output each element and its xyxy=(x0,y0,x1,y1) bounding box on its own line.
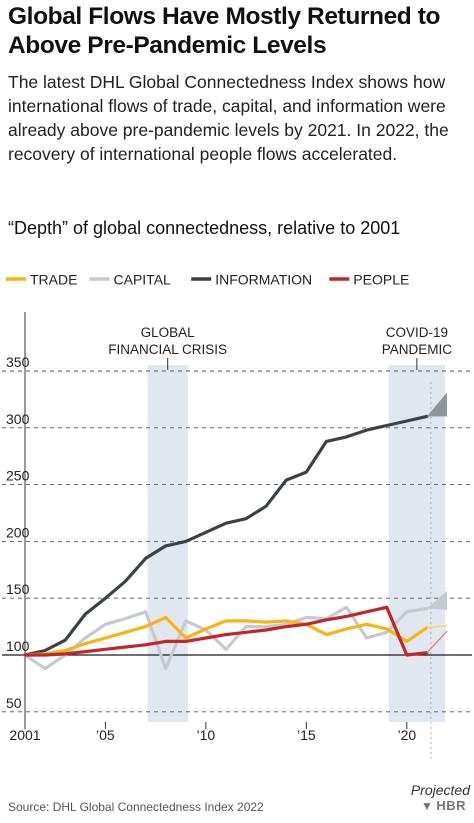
legend-label-capital: CAPITAL xyxy=(114,272,172,288)
projection-line-trade xyxy=(426,624,448,629)
hbr-shield-icon: ▼ xyxy=(420,799,434,813)
x-tick-label: ’20 xyxy=(397,727,416,743)
y-tick-label: 150 xyxy=(6,581,30,597)
hbr-logo: ▼ HBR xyxy=(421,798,466,813)
legend-label-information: INFORMATION xyxy=(215,272,312,288)
chart-heading: “Depth” of global connectedness, relativ… xyxy=(8,218,401,238)
period-label: GLOBAL xyxy=(141,325,196,340)
x-tick-label: ’10 xyxy=(197,727,216,743)
hbr-logo-text: HBR xyxy=(436,798,466,813)
y-tick-label: 350 xyxy=(6,354,30,370)
period-label: FINANCIAL CRISIS xyxy=(108,342,227,357)
series-line-capital xyxy=(23,605,429,671)
period-label: PANDEMIC xyxy=(382,342,453,357)
projection-wedge-information xyxy=(426,392,447,417)
y-tick-label: 300 xyxy=(6,411,30,427)
y-tick-label: 200 xyxy=(6,524,30,540)
projection-wedge-capital xyxy=(426,590,447,610)
series-line-trade xyxy=(23,615,429,657)
source-note: Source: DHL Global Connectedness Index 2… xyxy=(8,800,264,814)
projection-line-people xyxy=(426,630,448,654)
y-tick-label: 250 xyxy=(6,468,30,484)
x-tick-label: 2001 xyxy=(9,727,40,743)
x-tick-label: ’15 xyxy=(297,727,316,743)
y-tick-label: 50 xyxy=(6,695,22,711)
projected-label: Projected xyxy=(411,782,471,798)
chart-title: Global Flows Have Mostly Returned to Abo… xyxy=(8,3,441,59)
legend-label-trade: TRADE xyxy=(30,272,77,288)
series-line-information xyxy=(23,414,429,657)
chart-subtitle: The latest DHL Global Connectedness Inde… xyxy=(8,72,449,164)
period-label: COVID-19 xyxy=(386,325,448,340)
series-line-people xyxy=(23,605,429,657)
y-tick-label: 100 xyxy=(6,638,30,654)
x-tick-label: ’05 xyxy=(96,727,115,743)
legend-label-people: PEOPLE xyxy=(353,272,409,288)
